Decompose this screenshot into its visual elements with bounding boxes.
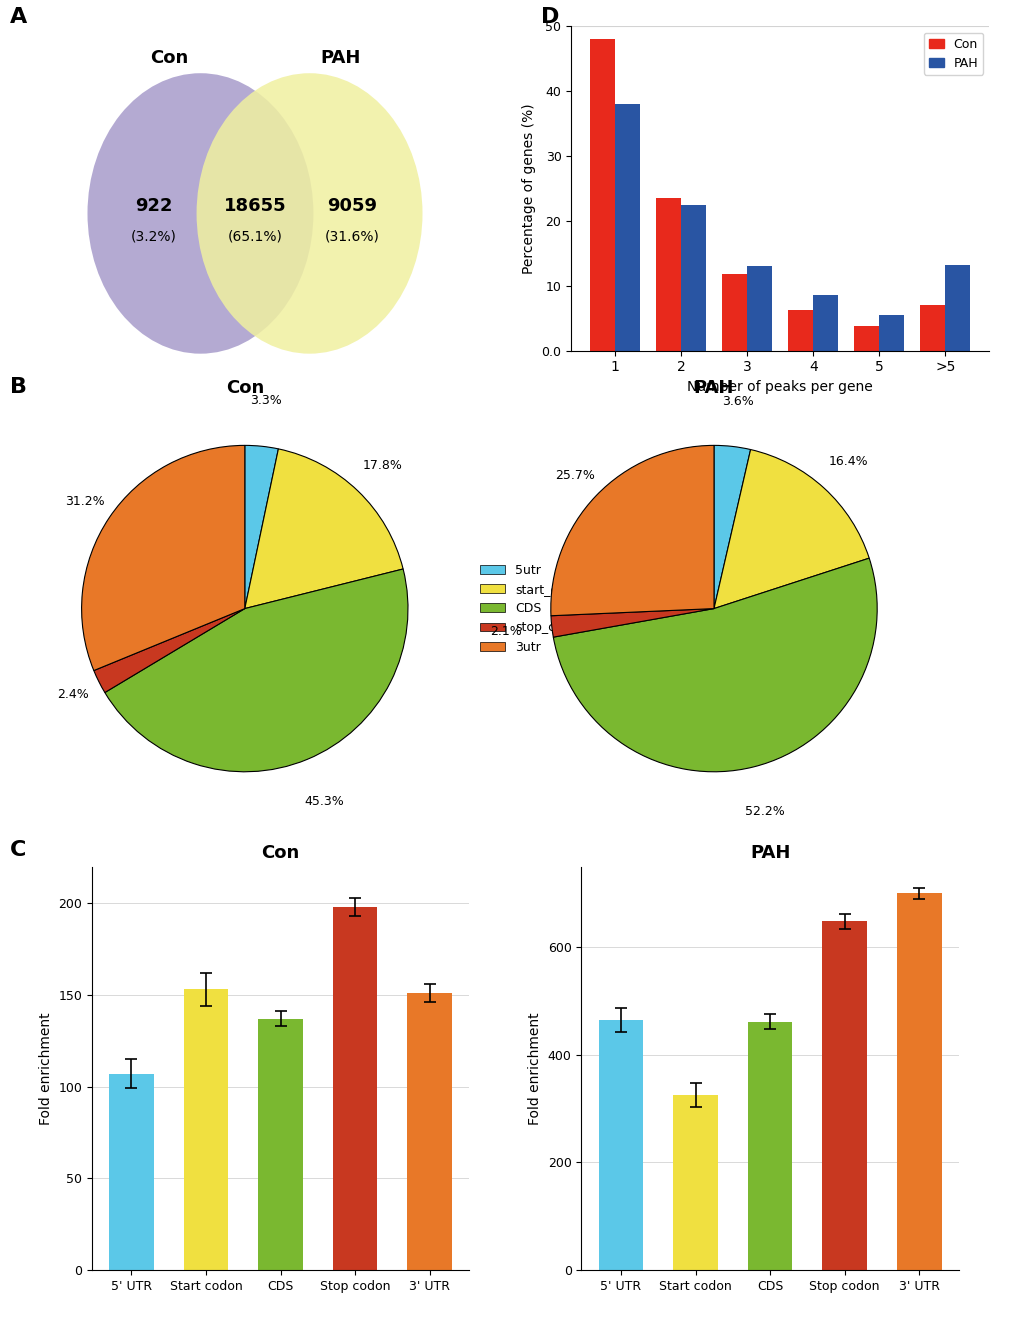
Legend: 5utr, start_codon, CDS, stop_codon, 3utr: 5utr, start_codon, CDS, stop_codon, 3utr (475, 558, 593, 659)
Bar (109, 1074, 154, 1270)
Bar (945, 265, 969, 351)
Text: 3.6%: 3.6% (721, 394, 753, 407)
Bar (747, 1021, 792, 1270)
Text: Con: Con (150, 49, 189, 66)
Text: 922: 922 (135, 197, 172, 214)
Text: 18655: 18655 (223, 197, 286, 214)
Bar (183, 990, 228, 1270)
Wedge shape (713, 446, 750, 609)
Title: PAH: PAH (749, 844, 790, 863)
Y-axis label: Fold enrichment: Fold enrichment (528, 1012, 542, 1125)
Bar (655, 198, 681, 351)
Text: 2.4%: 2.4% (57, 688, 89, 701)
Bar (598, 1020, 643, 1270)
Title: Con: Con (261, 844, 300, 863)
Text: 31.2%: 31.2% (65, 495, 105, 508)
Text: 17.8%: 17.8% (363, 459, 403, 472)
Wedge shape (94, 609, 245, 692)
Text: 16.4%: 16.4% (827, 455, 867, 468)
Bar (681, 205, 706, 351)
Text: (65.1%): (65.1%) (227, 230, 282, 243)
Bar (614, 105, 640, 351)
Title: Con: Con (225, 380, 264, 397)
Ellipse shape (197, 73, 422, 353)
Wedge shape (713, 450, 868, 609)
Text: B: B (10, 377, 28, 397)
Text: D: D (540, 7, 558, 26)
Bar (407, 994, 451, 1270)
Text: 9059: 9059 (327, 197, 377, 214)
Title: PAH: PAH (693, 380, 734, 397)
Bar (788, 311, 812, 351)
Bar (896, 893, 941, 1270)
Wedge shape (105, 569, 408, 771)
Text: PAH: PAH (320, 49, 361, 66)
Bar (821, 921, 866, 1270)
Ellipse shape (88, 73, 313, 353)
Text: (3.2%): (3.2%) (130, 230, 176, 243)
Text: 52.2%: 52.2% (744, 804, 784, 818)
Bar (812, 295, 838, 351)
Wedge shape (550, 609, 713, 638)
Text: C: C (10, 840, 26, 860)
Y-axis label: Percentage of genes (%): Percentage of genes (%) (522, 103, 535, 274)
Bar (673, 1095, 717, 1270)
Text: 45.3%: 45.3% (305, 795, 344, 808)
Bar (747, 266, 771, 351)
Wedge shape (550, 446, 713, 615)
Y-axis label: Fold enrichment: Fold enrichment (39, 1012, 53, 1125)
Bar (590, 40, 614, 351)
Text: 3.3%: 3.3% (251, 394, 282, 407)
Wedge shape (245, 446, 278, 609)
Bar (919, 304, 945, 351)
Wedge shape (552, 558, 876, 771)
Text: (31.6%): (31.6%) (325, 230, 379, 243)
Bar (332, 908, 377, 1270)
Bar (721, 274, 747, 351)
X-axis label: Number of peaks per gene: Number of peaks per gene (687, 380, 872, 394)
Text: A: A (10, 7, 28, 26)
Wedge shape (82, 446, 245, 671)
Bar (853, 325, 878, 351)
Bar (258, 1019, 303, 1270)
Wedge shape (245, 448, 403, 609)
Bar (878, 315, 904, 351)
Legend: Con, PAH: Con, PAH (922, 33, 982, 75)
Text: 2.1%: 2.1% (490, 624, 522, 638)
Text: 25.7%: 25.7% (554, 468, 594, 482)
